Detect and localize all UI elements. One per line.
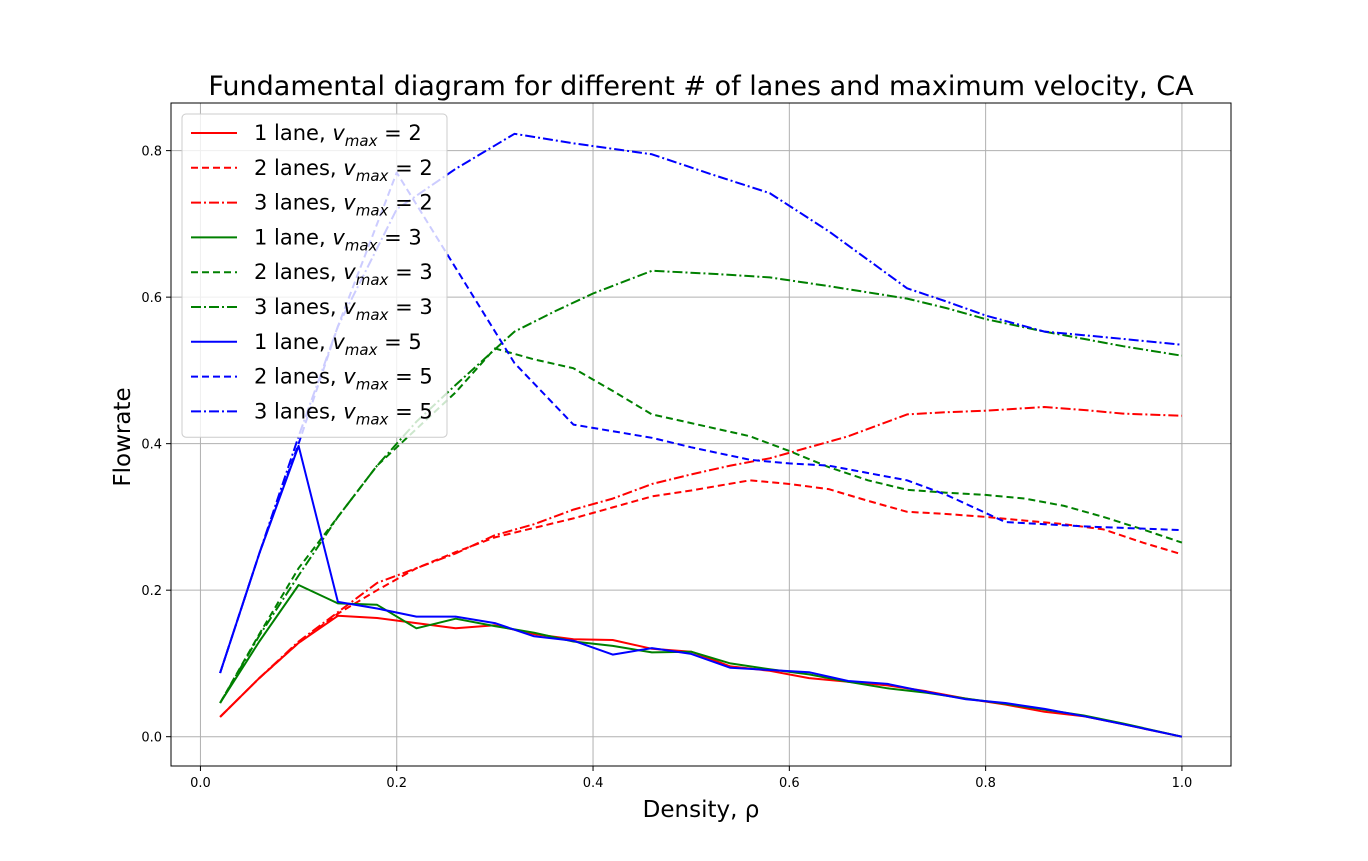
legend-entry: 2 lanes, vmax = 2 (254, 156, 433, 185)
series-line-7 (219, 444, 1183, 738)
legend-entry-label: 3 lanes, (254, 295, 343, 319)
legend-entry: 3 lanes, vmax = 2 (254, 191, 433, 220)
legend-entry: 3 lanes, vmax = 3 (254, 295, 433, 324)
plot-frame (170, 102, 1232, 767)
legend-entry: 1 lane, vmax = 5 (254, 330, 422, 359)
legend-entry-vmax: 2 (419, 191, 432, 215)
x-tick-label: 1.0 (1172, 776, 1193, 791)
x-tick-label: 0.6 (779, 776, 800, 791)
legend-entry: 3 lanes, vmax = 5 (254, 399, 433, 428)
legend-entry-label: 2 lanes, (254, 156, 343, 180)
legend-entry-vmax: 3 (408, 225, 421, 249)
legend-entry-vmax: 2 (419, 156, 432, 180)
legend-entry-vmax: 3 (419, 260, 432, 284)
series-line-3 (219, 406, 1182, 718)
x-tick-label: 0.0 (190, 776, 211, 791)
y-tick-label: 0.2 (141, 584, 162, 599)
legend-entry: 1 lane, vmax = 3 (254, 225, 422, 254)
legend-entry-label: 3 lanes, (254, 399, 343, 423)
series-line-5 (219, 347, 1183, 704)
legend-entry: 2 lanes, vmax = 3 (254, 260, 433, 289)
axis-ticks: 0.0 0.2 0.4 0.6 0.8 1.0 0.0 0.2 0.4 0.6 0.8 (141, 145, 1192, 791)
legend-entry-vmax: 5 (408, 330, 421, 354)
legend-entry-vmax: 3 (419, 295, 432, 319)
legend-entry-vmax: 5 (419, 399, 432, 423)
y-tick-label: 0.4 (141, 438, 162, 453)
y-tick-label: 0.8 (141, 145, 162, 160)
legend-entry-vmax: 2 (408, 121, 421, 145)
y-tick-label: 0.0 (141, 731, 162, 746)
chart-title: Fundamental diagram for different # of l… (208, 71, 1194, 102)
x-tick-label: 0.4 (583, 776, 604, 791)
legend-entry-label: 2 lanes, (254, 365, 343, 389)
series-line-6 (219, 269, 1183, 704)
x-tick-label: 0.2 (386, 776, 407, 791)
legend-entry-label: 1 lane, (254, 121, 332, 145)
series-line-4 (219, 584, 1183, 738)
legend: 1 lane, vmax = 2 2 lanes, vmax = 2 3 lanes… (181, 113, 448, 438)
legend-entry-vmax: 5 (419, 365, 432, 389)
legend-entry-label: 2 lanes, (254, 260, 343, 284)
series-line-1 (219, 614, 1183, 738)
x-tick-label: 0.8 (975, 776, 996, 791)
series-line-2 (219, 479, 1183, 718)
y-tick-label: 0.6 (141, 291, 162, 306)
legend-entry: 1 lane, vmax = 2 (254, 121, 422, 150)
x-axis-label: Density, ρ (643, 797, 760, 823)
legend-entry-label: 1 lane, (254, 225, 332, 249)
legend-entry-label: 3 lanes, (254, 191, 343, 215)
legend-box (181, 113, 448, 438)
legend-entry-label: 1 lane, (254, 330, 332, 354)
legend-entry: 2 lanes, vmax = 5 (254, 365, 433, 394)
y-axis-label: Flowrate (110, 387, 136, 486)
